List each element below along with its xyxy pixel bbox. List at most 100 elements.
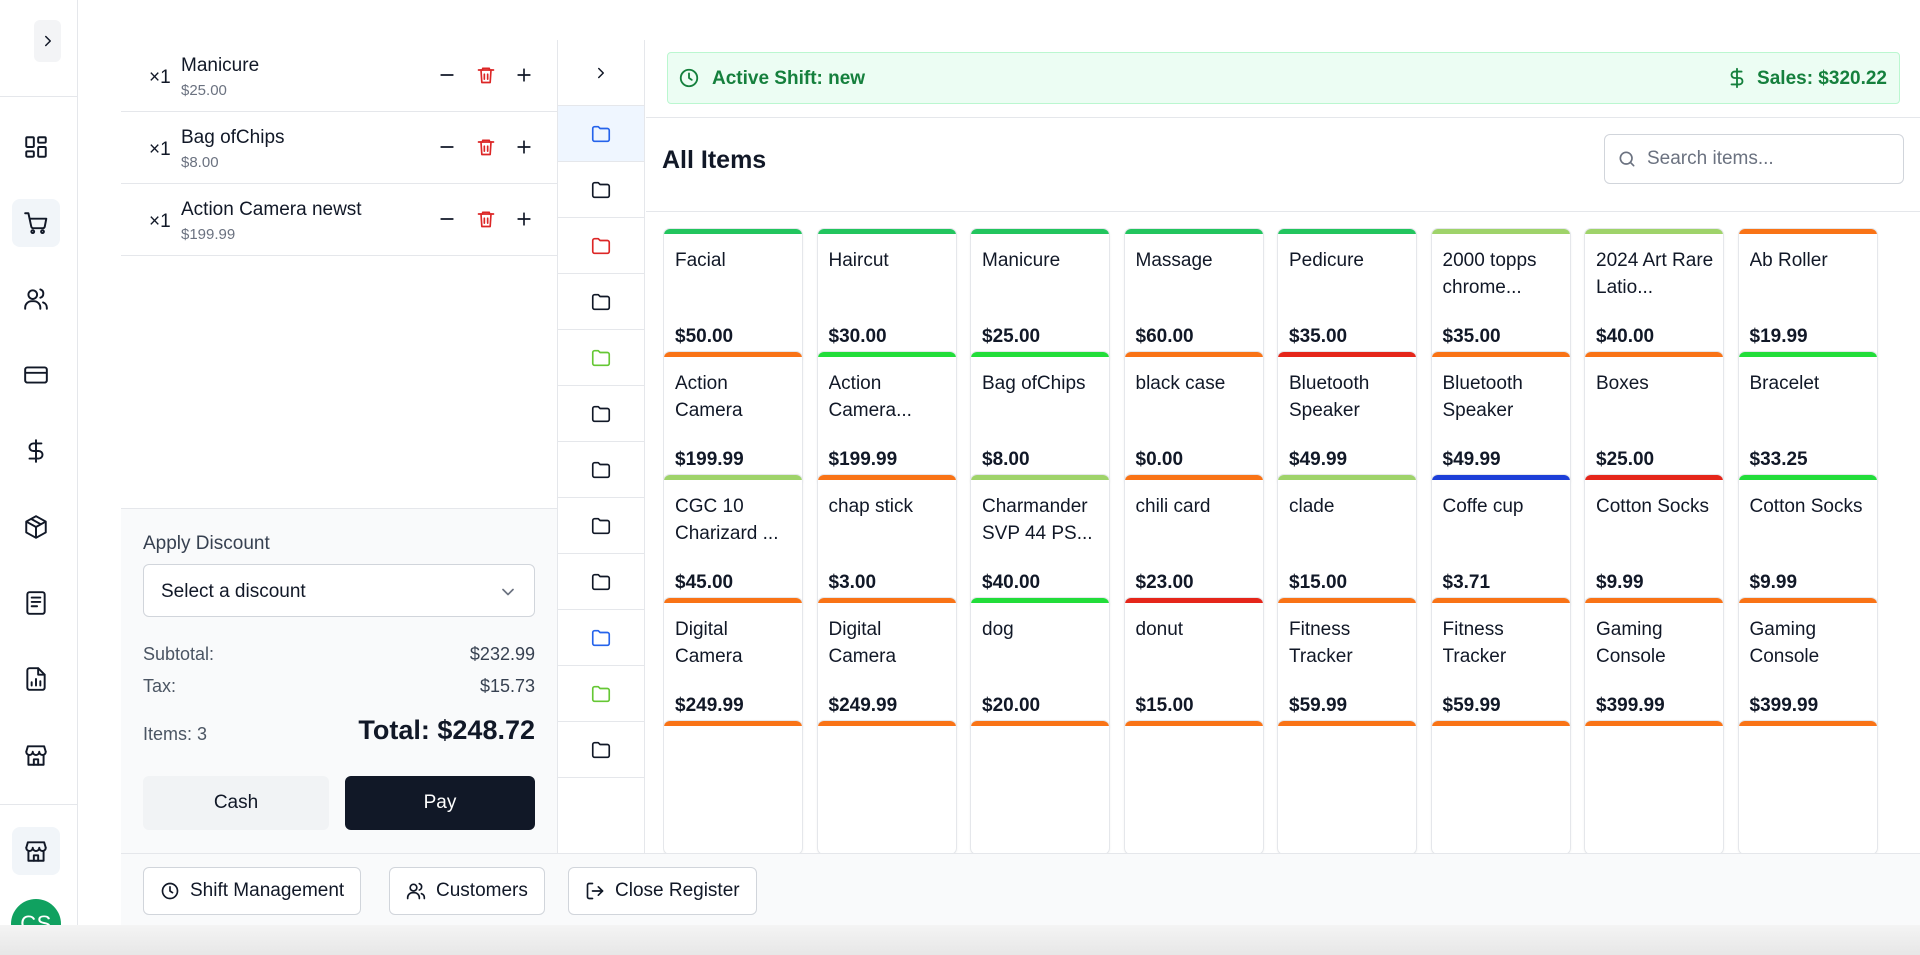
category-color-bar	[817, 229, 956, 234]
nav-orders[interactable]	[12, 579, 60, 627]
category-folder[interactable]	[558, 218, 644, 274]
category-color-bar	[1585, 598, 1723, 603]
decrease-quantity-button[interactable]	[432, 204, 462, 234]
product-card[interactable]: CGC 10 Charizard ... $45.00	[663, 474, 803, 609]
close-register-button[interactable]: Close Register	[568, 867, 757, 915]
product-card[interactable]: 2024 Art Rare Latio... $40.00	[1584, 228, 1724, 363]
expand-categories-button[interactable]	[558, 40, 644, 106]
product-card[interactable]: Bluetooth Speaker $49.99	[1430, 351, 1571, 486]
product-card[interactable]: Cotton Socks $9.99	[1737, 474, 1878, 609]
remove-item-button[interactable]	[471, 60, 501, 90]
product-card[interactable]: Cotton Socks $9.99	[1584, 474, 1724, 609]
product-card[interactable]	[663, 720, 803, 853]
product-card[interactable]: Charmander SVP 44 PS... $40.00	[970, 474, 1110, 609]
product-card[interactable]: Manicure $25.00	[970, 228, 1110, 363]
product-card[interactable]: Ab Roller $19.99	[1737, 228, 1878, 363]
cash-button[interactable]: Cash	[143, 776, 329, 830]
category-color-bar	[1124, 475, 1263, 480]
product-price: $9.99	[1749, 572, 1798, 593]
increase-quantity-button[interactable]	[509, 204, 539, 234]
nav-dashboard[interactable]	[12, 123, 60, 171]
product-card[interactable]: Coffe cup $3.71	[1430, 474, 1571, 609]
product-card[interactable]: dog $20.00	[970, 597, 1110, 732]
product-card[interactable]: donut $15.00	[1123, 597, 1264, 732]
product-card[interactable]: Digital Camera $249.99	[816, 597, 957, 732]
category-folder[interactable]	[558, 442, 644, 498]
product-card[interactable]: 2000 topps chrome... $35.00	[1430, 228, 1571, 363]
product-card[interactable]	[1277, 720, 1417, 853]
nav-store[interactable]	[12, 731, 60, 779]
category-folder[interactable]	[558, 722, 644, 778]
product-price: $15.00	[1135, 695, 1194, 716]
product-card[interactable]: Massage $60.00	[1123, 228, 1264, 363]
pay-button[interactable]: Pay	[345, 776, 535, 830]
decrease-quantity-button[interactable]	[432, 132, 462, 162]
product-card[interactable]: Pedicure $35.00	[1277, 228, 1417, 363]
increase-quantity-button[interactable]	[509, 132, 539, 162]
product-card[interactable]	[1737, 720, 1878, 853]
category-folder[interactable]	[558, 274, 644, 330]
category-folder[interactable]	[558, 498, 644, 554]
customers-button[interactable]: Customers	[389, 867, 545, 915]
product-card[interactable]	[970, 720, 1110, 853]
product-card[interactable]: chap stick $3.00	[816, 474, 957, 609]
subtotal-value: $232.99	[469, 644, 535, 664]
increase-quantity-button[interactable]	[509, 60, 539, 90]
product-card[interactable]	[1430, 720, 1571, 853]
category-folder[interactable]	[558, 330, 644, 386]
product-card[interactable]: black case $0.00	[1123, 351, 1264, 486]
category-folder[interactable]	[558, 162, 644, 218]
product-card[interactable]: Haircut $30.00	[816, 228, 957, 363]
nav-divider	[0, 96, 77, 97]
product-card[interactable]	[1584, 720, 1724, 853]
remove-item-button[interactable]	[471, 132, 501, 162]
product-card[interactable]: Action Camera... $199.99	[816, 351, 957, 486]
product-card[interactable]: Fitness Tracker $59.99	[1430, 597, 1571, 732]
shift-management-button[interactable]: Shift Management	[143, 867, 362, 915]
product-card[interactable]: Fitness Tracker $59.99	[1277, 597, 1417, 732]
nav-customers[interactable]	[12, 275, 60, 323]
tax-value: $15.73	[479, 676, 535, 696]
product-name: Bag ofChips	[982, 373, 1086, 394]
product-card[interactable]: Digital Camera $249.99	[663, 597, 803, 732]
decrease-quantity-button[interactable]	[432, 60, 462, 90]
product-price: $0.00	[1135, 449, 1184, 470]
folder-icon	[591, 405, 611, 422]
product-card[interactable]: Gaming Console $399.99	[1737, 597, 1878, 732]
product-card[interactable]	[816, 720, 957, 853]
category-folder[interactable]	[558, 106, 644, 162]
product-card[interactable]: Facial $50.00	[663, 228, 803, 363]
category-folder[interactable]	[558, 554, 644, 610]
nav-reports[interactable]	[12, 655, 60, 703]
product-price: $199.99	[675, 449, 744, 470]
product-card[interactable]: Bracelet $33.25	[1737, 351, 1878, 486]
nav-sales[interactable]	[12, 427, 60, 475]
remove-item-button[interactable]	[471, 204, 501, 234]
folder-icon	[591, 125, 611, 142]
product-card[interactable]: chili card $23.00	[1123, 474, 1264, 609]
product-card[interactable]	[1123, 720, 1264, 853]
nav-products[interactable]	[12, 503, 60, 551]
product-card[interactable]: Boxes $25.00	[1584, 351, 1724, 486]
category-color-bar	[817, 721, 956, 726]
product-card[interactable]: Action Camera $199.99	[663, 351, 803, 486]
cart-item-price: $25.00	[181, 82, 227, 99]
product-price: $25.00	[1596, 449, 1655, 470]
product-card[interactable]: clade $15.00	[1277, 474, 1417, 609]
category-color-bar	[1278, 352, 1416, 357]
category-folder[interactable]	[558, 666, 644, 722]
expand-sidebar-button[interactable]	[34, 20, 61, 62]
nav-pos[interactable]	[12, 199, 60, 247]
nav-payments[interactable]	[12, 351, 60, 399]
product-card[interactable]: Bluetooth Speaker $49.99	[1277, 351, 1417, 486]
category-folder[interactable]	[558, 386, 644, 442]
chevron-down-icon	[502, 588, 514, 596]
product-card[interactable]: Bag ofChips $8.00	[970, 351, 1110, 486]
store-switcher-button[interactable]	[12, 827, 60, 875]
product-card[interactable]: Gaming Console $399.99	[1584, 597, 1724, 732]
category-folder[interactable]	[558, 610, 644, 666]
minus-icon	[440, 146, 454, 148]
product-name: chap stick	[828, 496, 913, 517]
discount-select[interactable]: Select a discount	[143, 564, 535, 617]
search-input[interactable]	[1647, 145, 1887, 173]
